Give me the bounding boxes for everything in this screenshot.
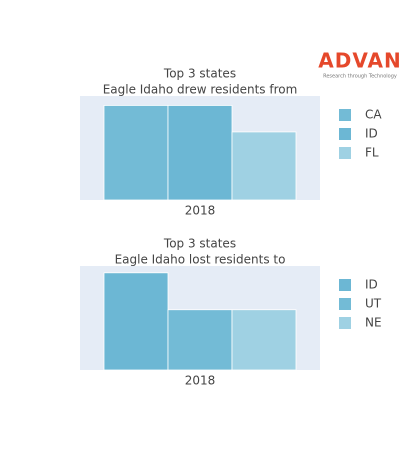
legend-swatch xyxy=(339,109,351,121)
bar xyxy=(231,309,297,371)
legend-label: ID xyxy=(365,278,378,292)
bar xyxy=(103,105,169,201)
bar xyxy=(167,309,233,371)
bar xyxy=(167,105,233,201)
legend-label: CA xyxy=(365,108,382,122)
x-tick-label: 2018 xyxy=(185,204,216,218)
logo-tagline: Research through Technology xyxy=(323,74,397,80)
legend-swatch xyxy=(339,317,351,329)
legend-label: UT xyxy=(365,297,382,311)
legend-swatch xyxy=(339,279,351,291)
x-tick-label: 2018 xyxy=(185,374,216,388)
bar xyxy=(103,272,169,371)
logo-name: ADVAN xyxy=(318,49,400,73)
legend-label: FL xyxy=(365,146,379,160)
chart-subtitle: Eagle Idaho drew residents from xyxy=(103,83,298,97)
legend-label: NE xyxy=(365,316,382,330)
chart-title: Top 3 states xyxy=(163,67,236,81)
legend-swatch xyxy=(339,128,351,140)
legend-swatch xyxy=(339,147,351,159)
legend-swatch xyxy=(339,298,351,310)
chart-subtitle: Eagle Idaho lost residents to xyxy=(115,253,286,267)
bar xyxy=(231,131,297,201)
legend-label: ID xyxy=(365,127,378,141)
chart-title: Top 3 states xyxy=(163,237,236,251)
